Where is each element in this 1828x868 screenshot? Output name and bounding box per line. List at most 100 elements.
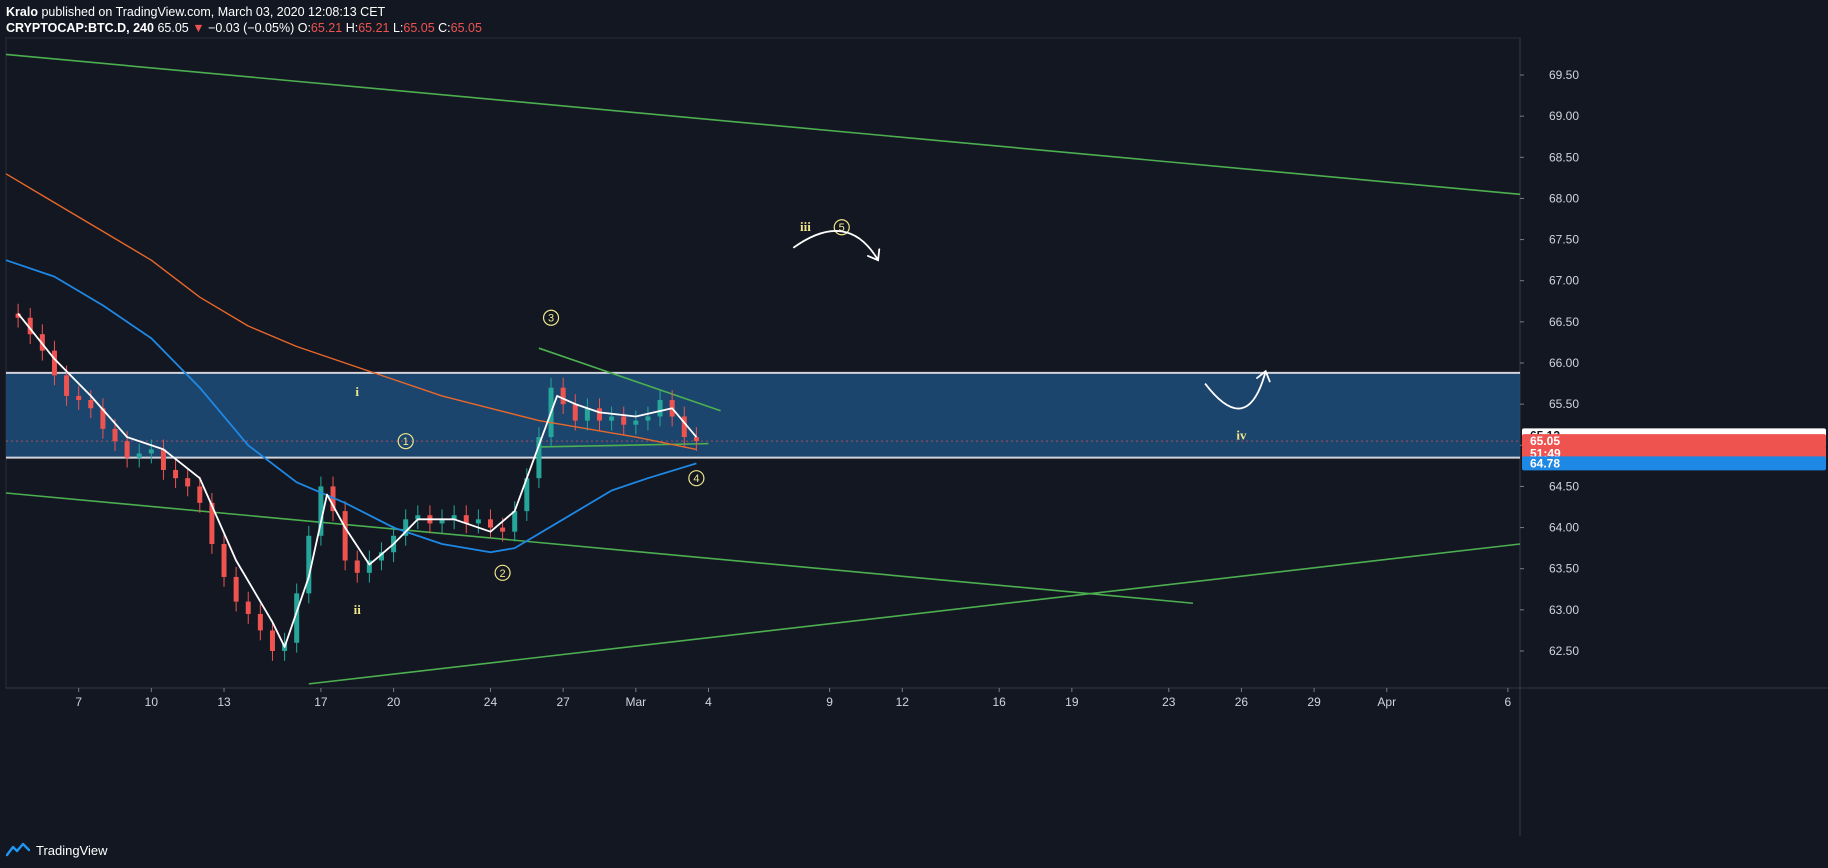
high-label: H: [345,21,359,35]
candle [693,427,699,452]
candle [318,476,324,546]
publish-line: Kralo published on TradingView.com, Marc… [6,4,1806,20]
price-label-text: 64.78 [1530,456,1560,470]
candle [294,583,300,653]
candle-body [693,437,699,442]
wave-label: iv [1236,427,1247,442]
x-tick-label: 12 [896,695,910,709]
candle-body [112,428,118,442]
last-price: 65.05 [157,21,189,35]
candle [439,509,445,534]
candle [512,501,518,542]
y-tick-label: 68.50 [1549,150,1579,164]
candle-body [15,313,21,318]
x-tick-label: 7 [75,695,82,709]
candle-body [76,395,82,401]
price-label-box [1522,434,1826,449]
candle [136,443,142,468]
y-tick-label: 64.50 [1549,479,1579,493]
candle [197,476,203,513]
arrow-head-icon [867,248,881,262]
candle-body [366,560,372,573]
candle [645,406,651,431]
candle-body [88,400,94,409]
candle [621,406,627,435]
candle-body [378,552,384,561]
x-tick-label: 17 [314,695,328,709]
candle-body [257,613,263,631]
candle-body [160,449,166,470]
ma-fast-line [17,313,698,648]
candle [596,398,602,431]
candle [657,390,663,427]
candle [342,501,348,571]
candle-body [306,535,312,594]
y-tick-label: 62.50 [1549,644,1579,658]
candle [487,509,493,538]
candle-body [269,630,275,651]
open-label: O: [297,21,311,35]
x-tick-label: 4 [705,695,712,709]
ohlc-line: CRYPTOCAP:BTC.D, 240 65.05 ▼ −0.03 (−0.0… [6,20,1806,36]
candle-body [621,416,627,425]
candle [633,410,639,435]
candle [536,427,542,489]
author-name[interactable]: Kralo [6,5,38,19]
y-tick-label: 65.50 [1549,397,1579,411]
y-tick-label: 63.50 [1549,562,1579,576]
candle [681,406,687,447]
y-tick-label: 63.00 [1549,603,1579,617]
price-label-text: 65.05 [1530,434,1560,448]
footer-brand[interactable]: TradingView [36,842,108,858]
candle-body [27,317,33,335]
low-label: L: [392,21,404,35]
high-value: 65.21 [358,21,390,35]
candle-body [64,375,70,396]
candle-body [342,511,348,561]
candle [415,505,421,530]
candle-body [645,416,651,421]
candle [51,340,57,386]
candle-body [536,437,542,479]
candle [160,439,166,480]
candle-body [136,453,142,458]
candle-body [439,519,445,524]
candle [354,550,360,583]
candle-body [681,416,687,438]
wave-label: iii [800,219,811,234]
candle [221,534,227,587]
candle [76,386,82,410]
x-tick-label: 26 [1235,695,1249,709]
candle-body [197,486,203,503]
change-down-icon: ▼ [192,21,205,35]
candle [403,509,409,546]
y-tick-label: 67.00 [1549,274,1579,288]
candle-body [500,527,506,532]
symbol-label[interactable]: CRYPTOCAP:BTC.D, 240 [6,21,154,35]
trendline-1 [5,53,1521,196]
candle-body [148,449,154,454]
tradingview-logo-icon[interactable] [6,842,30,858]
plot-frame [5,37,1521,689]
close-value: 65.05 [450,21,482,35]
trendline-2 [5,492,1194,605]
candle [257,604,263,641]
x-tick-label: 16 [993,695,1007,709]
chart-header: Kralo published on TradingView.com, Marc… [6,4,1806,36]
x-tick-label: 9 [826,695,833,709]
y-tick-label: 68.00 [1549,191,1579,205]
candle-body [209,502,215,545]
x-tick-label: Apr [1377,695,1396,709]
published-text: published on TradingView.com, March 03, … [41,5,386,19]
close-label: C: [438,21,451,35]
candle [584,398,590,431]
trendline-4 [538,347,721,412]
wave-circle [397,433,414,450]
x-tick-label: 29 [1307,695,1321,709]
wave-label: i [355,384,359,399]
candle [148,439,154,464]
price-label-box [1522,456,1826,471]
candle [185,468,191,497]
x-tick-label: 23 [1162,695,1176,709]
